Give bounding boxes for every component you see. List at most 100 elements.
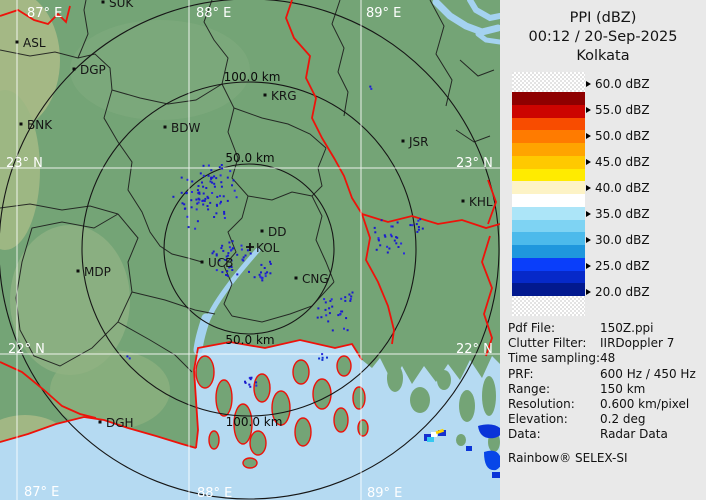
radar-echo-pixel — [391, 225, 394, 228]
radar-echo-pixel — [326, 356, 328, 359]
legend-arrow-icon — [586, 211, 591, 217]
range-ring-label: 100.0 km — [226, 415, 283, 429]
radar-echo-pixel — [324, 301, 327, 304]
radar-echo-pixel — [263, 267, 266, 269]
radar-echo-pixel — [199, 172, 202, 175]
radar-echo-pixel — [215, 203, 218, 206]
legend-label-text: 55.0 dBZ — [595, 103, 650, 117]
station-marker — [263, 93, 267, 97]
info-panel: PPI (dBZ) 00:12 / 20-Sep-2025 Kolkata 60… — [500, 0, 706, 500]
meta-row: Pdf File: 150Z.ppi — [508, 321, 704, 336]
radar-echo-pixel — [331, 305, 334, 308]
radar-echo-pixel — [172, 195, 175, 198]
radar-echo-pixel — [246, 249, 249, 252]
radar-echo-pixel — [228, 246, 231, 249]
radar-echo-pixel — [384, 235, 387, 238]
radar-echo-pixel — [261, 279, 264, 282]
station-label-dgh: DGH — [106, 416, 134, 430]
radar-echo-pixel — [249, 252, 252, 255]
radar-echo-pixel — [416, 230, 419, 233]
radar-echo-pixel — [328, 312, 331, 315]
meta-label: Pdf File: — [508, 321, 556, 335]
radar-echo-pixel — [205, 187, 208, 189]
legend-arrow-icon — [586, 133, 591, 139]
radar-echo-pixel — [383, 234, 386, 237]
legend-arrow-icon — [586, 185, 591, 191]
radar-echo-pixel — [186, 215, 189, 218]
station-label-jsr: JSR — [408, 135, 429, 149]
legend-color-block — [512, 257, 585, 271]
map-labels-layer: 87° E 88° E 89° E 87° E 88° E 89° E 23° N 22° N… — [6, 6, 493, 500]
radar-echo-pixel — [126, 355, 129, 358]
radar-echo-pixel — [233, 189, 236, 192]
legend-arrow-icon — [586, 263, 591, 269]
radar-echo-pixel — [226, 270, 229, 273]
radar-echo-pixel — [373, 226, 376, 229]
graticule-label: 87° E — [27, 6, 62, 21]
station-marker — [200, 260, 204, 264]
radar-echo-pixel — [396, 221, 399, 224]
graticule-label: 89° E — [366, 6, 401, 21]
radar-echo-pixel — [323, 298, 326, 301]
radar-echo-pixel — [260, 271, 262, 274]
radar-echo-pixel — [351, 291, 354, 294]
scan-datetime: 00:12 / 20-Sep-2025 — [528, 29, 678, 45]
radar-echo-pixel — [202, 164, 205, 167]
radar-echo-pixel — [250, 376, 253, 379]
eastern-islands — [387, 364, 500, 452]
radar-echo-pixel — [220, 164, 223, 166]
radar-echo-pixel — [181, 202, 184, 205]
radar-echo-pixel — [419, 218, 422, 221]
radar-echo-pixel — [415, 223, 418, 226]
radar-echo-pixel — [228, 241, 231, 244]
radar-echo-pixel — [206, 205, 209, 207]
radar-echo-pixel — [377, 238, 380, 241]
radar-echo-pixel — [215, 212, 218, 215]
radar-echo-pixel — [331, 329, 334, 332]
legend-arrow-icon — [586, 289, 591, 295]
radar-echo-pixel — [187, 226, 190, 229]
radar-echo-pixel — [253, 276, 256, 279]
radar-echo-pixel — [219, 194, 221, 197]
radar-echo-pixel — [264, 272, 267, 275]
radar-echo-pixel — [231, 184, 233, 187]
radar-echo-pixel — [324, 308, 327, 311]
dbz-scale-labels: 60.0 dBZ 55.0 dBZ 50.0 dBZ 45.0 dBZ 40.0 dBZ… — [586, 0, 704, 320]
range-ring-50km — [163, 163, 335, 335]
station-label-asl: ASL — [23, 36, 46, 50]
radar-echo-pixel — [180, 191, 183, 194]
radar-echo-pixel — [195, 198, 198, 201]
radar-echo-pixel — [222, 195, 225, 198]
radar-echo-pixel — [220, 200, 222, 203]
radar-echo-pixel — [197, 201, 200, 204]
meta-value: Radar Data — [600, 427, 668, 442]
radar-echo-pixel — [186, 178, 189, 181]
meta-value: 0.600 km/pixel — [600, 397, 690, 412]
radar-echo-pixel — [218, 259, 221, 262]
radar-echo-pixel — [195, 208, 198, 211]
radar-echo-pixel — [207, 197, 210, 200]
radar-echo-pixel — [211, 176, 214, 179]
radar-echo-pixel — [340, 310, 343, 313]
legend-color-block — [512, 104, 585, 118]
radar-echo-pixel — [269, 262, 272, 265]
meta-value: 0.2 deg — [600, 412, 646, 427]
legend-color-block — [512, 117, 585, 131]
radar-echo-pixel — [393, 239, 396, 242]
radar-echo-pixel — [316, 316, 319, 319]
meta-label: Data: — [508, 427, 541, 442]
graticule-label: 23° N — [6, 156, 43, 171]
legend-label-row: 55.0 dBZ — [586, 102, 650, 118]
legend-label-row: 40.0 dBZ — [586, 180, 650, 196]
legend-color-block — [512, 194, 585, 207]
meta-value: 150Z.ppi — [600, 321, 654, 335]
radar-echo-pixel — [369, 85, 372, 88]
legend-label-row: 25.0 dBZ — [586, 258, 650, 274]
radar-echo-pixel — [255, 381, 258, 384]
radar-echo-pixel — [210, 176, 213, 179]
legend-label-text: 60.0 dBZ — [595, 77, 650, 91]
radar-echo-pixel — [194, 227, 197, 230]
radar-echo-pixel — [388, 247, 391, 250]
station-marker — [15, 40, 19, 44]
radar-echo-pixel — [380, 219, 383, 222]
